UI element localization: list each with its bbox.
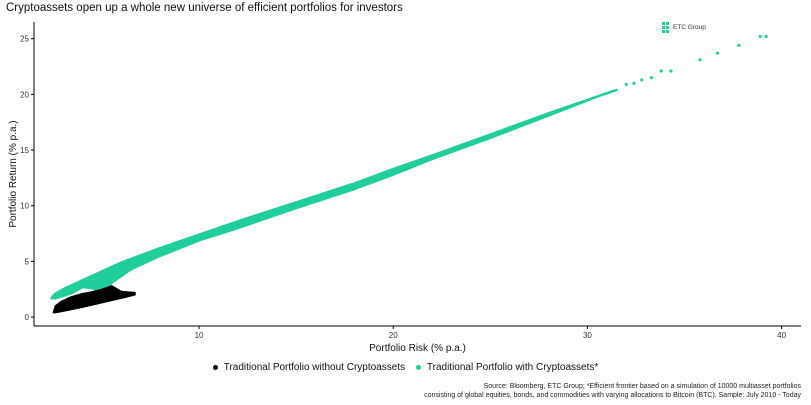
series-crypto-point xyxy=(129,260,133,265)
series-crypto-point xyxy=(649,76,654,80)
series-crypto-point xyxy=(698,58,702,62)
x-tick-label: 40 xyxy=(777,331,786,340)
chart-legend: Traditional Portfolio without Cryptoasse… xyxy=(0,362,811,373)
y-tick-label: 20 xyxy=(20,90,29,99)
legend-marker-traditional xyxy=(212,365,218,370)
series-crypto-point xyxy=(715,51,720,55)
y-tick-label: 25 xyxy=(20,35,29,44)
series-crypto-point xyxy=(758,34,762,39)
logo-text: ETC Group xyxy=(673,24,706,31)
series-crypto-point xyxy=(115,264,120,268)
series-crypto-region xyxy=(50,88,618,300)
series-crypto-point xyxy=(764,34,768,39)
series-crypto-point xyxy=(632,81,636,85)
y-axis-label: Portfolio Return (% p.a.) xyxy=(8,120,19,227)
series-crypto-point xyxy=(640,78,644,82)
series-crypto-point xyxy=(624,82,628,86)
source-line: Source: Bloomberg, ETC Group; *Efficient… xyxy=(483,383,801,390)
series-crypto-point xyxy=(119,263,123,267)
legend-marker-crypto xyxy=(415,365,421,370)
x-tick-label: 20 xyxy=(389,331,398,340)
legend-item-crypto: Traditional Portfolio with Cryptoassets* xyxy=(415,362,599,373)
y-tick-label: 0 xyxy=(25,313,30,322)
series-crypto-point xyxy=(112,267,116,271)
series-crypto-point xyxy=(669,69,673,73)
series-crypto-point xyxy=(659,69,663,73)
source-note: Source: Bloomberg, ETC Group; *Efficient… xyxy=(424,382,801,400)
x-tick-label: 10 xyxy=(195,331,204,340)
chart-title: Cryptoassets open up a whole new univers… xyxy=(6,2,403,14)
etc-group-logo-icon xyxy=(662,22,669,33)
etc-group-logo: ETC Group xyxy=(662,22,706,33)
legend-label-traditional: Traditional Portfolio without Cryptoasse… xyxy=(223,362,406,373)
series-traditional-region xyxy=(52,285,136,314)
y-tick-label: 10 xyxy=(20,202,29,211)
legend-item-traditional: Traditional Portfolio without Cryptoasse… xyxy=(212,362,406,373)
series-crypto-point xyxy=(125,267,129,271)
series-crypto-point xyxy=(737,43,741,47)
legend-label-crypto: Traditional Portfolio with Cryptoassets* xyxy=(426,362,599,373)
x-tick-label: 30 xyxy=(583,331,592,340)
y-tick-label: 15 xyxy=(20,146,29,155)
source-line: consisting of global equities, bonds, an… xyxy=(424,392,801,399)
y-tick-label: 5 xyxy=(25,257,30,266)
x-axis-label: Portfolio Risk (% p.a.) xyxy=(369,343,466,354)
